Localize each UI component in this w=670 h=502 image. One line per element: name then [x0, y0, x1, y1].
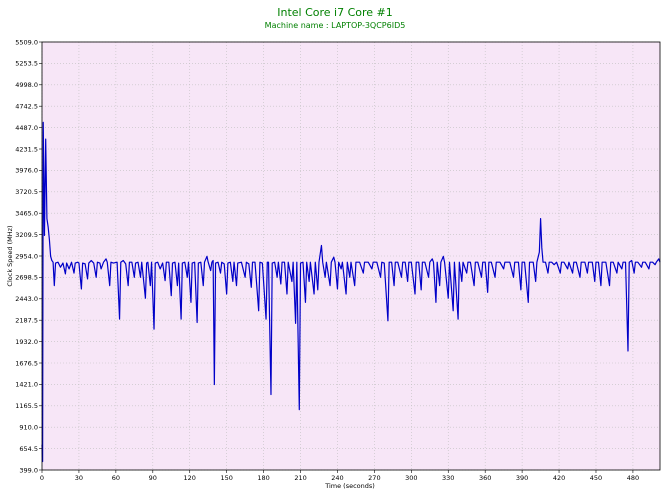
y-tick-label: 4231.5 [15, 145, 38, 153]
y-tick-label: 1421.0 [15, 381, 38, 389]
x-tick-label: 450 [590, 474, 602, 482]
x-tick-label: 270 [368, 474, 380, 482]
y-tick-label: 399.0 [19, 466, 38, 474]
x-tick-label: 480 [627, 474, 639, 482]
y-tick-label: 2443.0 [15, 295, 38, 303]
x-tick-label: 60 [112, 474, 120, 482]
y-tick-label: 2187.5 [15, 317, 38, 325]
y-tick-label: 5253.5 [15, 60, 38, 68]
x-tick-label: 300 [405, 474, 417, 482]
x-tick-label: 30 [75, 474, 83, 482]
y-tick-label: 4487.0 [15, 124, 38, 132]
x-axis-label: Time (seconds) [324, 482, 375, 490]
y-tick-label: 1676.5 [15, 359, 38, 367]
y-tick-label: 910.0 [19, 424, 38, 432]
y-tick-label: 3209.5 [15, 231, 38, 239]
x-tick-label: 420 [553, 474, 565, 482]
y-tick-label: 4998.0 [15, 81, 38, 89]
chart-title: Intel Core i7 Core #1 [277, 6, 393, 19]
x-tick-label: 390 [516, 474, 528, 482]
x-tick-label: 210 [294, 474, 306, 482]
chart-subtitle: Machine name : LAPTOP-3QCP6ID5 [265, 21, 406, 30]
y-tick-label: 1165.5 [15, 402, 38, 410]
y-axis-ticks: 399.0 654.5 910.0 1165.5 1421.0 1676.5 1932.0 2… [15, 38, 42, 474]
x-tick-label: 360 [479, 474, 491, 482]
x-tick-label: 120 [184, 474, 196, 482]
x-tick-label: 180 [257, 474, 269, 482]
plot-frame [41, 41, 661, 471]
y-tick-label: 2698.5 [15, 274, 38, 282]
series-line [41, 121, 661, 463]
y-tick-label: 1932.0 [15, 338, 38, 346]
x-tick-label: 240 [331, 474, 343, 482]
y-tick-label: 2954.0 [15, 252, 38, 260]
y-tick-label: 3976.0 [15, 167, 38, 175]
y-tick-label: 654.5 [19, 445, 38, 453]
y-tick-label: 4742.5 [15, 103, 38, 111]
y-tick-label: 5509.0 [15, 38, 38, 46]
x-tick-label: 0 [40, 474, 44, 482]
y-tick-label: 3720.5 [15, 188, 38, 196]
x-axis-ticks: 0 30 60 90 120 150 180 210 240 270 300 330 360 390 420… [40, 470, 639, 482]
y-tick-label: 3465.0 [15, 210, 38, 218]
x-tick-label: 90 [149, 474, 157, 482]
y-axis-label: Clock Speed (MHz) [6, 225, 14, 286]
x-tick-label: 330 [442, 474, 454, 482]
x-tick-label: 150 [220, 474, 232, 482]
